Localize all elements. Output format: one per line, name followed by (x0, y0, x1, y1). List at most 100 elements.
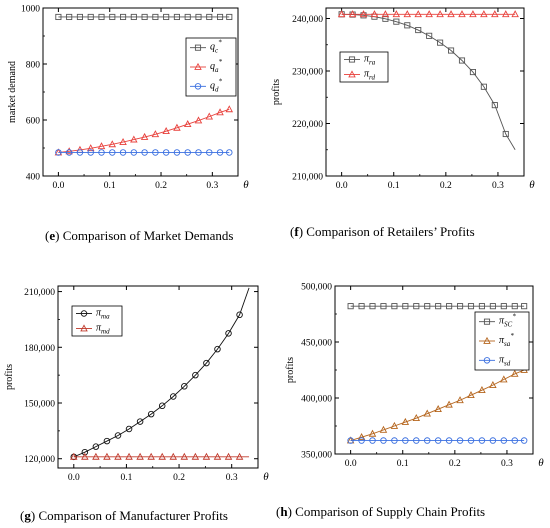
legend-label-e-c: qc* (210, 39, 222, 55)
y-tick-label-g: 210,000 (24, 288, 55, 298)
data-point-h-sa (412, 414, 421, 422)
y-axis-label-g: profits (4, 364, 15, 390)
series-h-SC (347, 303, 528, 310)
data-point-g-md (103, 452, 111, 460)
data-point-h-sa (434, 405, 442, 413)
data-point-h-SC (489, 303, 496, 310)
data-point-h-sd (413, 437, 420, 444)
data-point-h-sd (489, 437, 497, 444)
data-point-h-sa (390, 421, 399, 429)
x-tick-label-f: 0.2 (440, 181, 452, 191)
caption-h: (h) Comparison of Supply Chain Profits (276, 504, 486, 519)
y-axis-label-h: profits (285, 357, 296, 383)
series-h-sa (346, 365, 528, 444)
data-point-e-a (162, 127, 170, 135)
caption-e-text: Comparison of Market Demands (59, 228, 234, 243)
legend-marker-h-sa (483, 336, 491, 344)
data-point-e-a (194, 116, 203, 124)
data-point-f-ra (382, 15, 389, 22)
series-line-e-a (58, 108, 230, 153)
legend-marker-e-c (194, 44, 202, 51)
y-tick-label-g: 180,000 (24, 344, 55, 354)
data-point-g-md (92, 452, 100, 460)
data-point-e-c (87, 13, 94, 21)
data-point-h-sd (500, 437, 508, 444)
data-point-e-c (184, 13, 191, 21)
series-line-g-ma (73, 287, 250, 458)
caption-e: (e) Comparison of Market Demands (45, 228, 234, 243)
x-tick-label-f: 0.0 (336, 181, 348, 191)
data-point-f-ra (448, 47, 455, 54)
data-point-e-d (226, 149, 233, 156)
data-point-h-SC (369, 303, 376, 310)
data-point-g-ma (181, 383, 188, 390)
data-point-e-d (119, 149, 127, 156)
data-point-h-sa (401, 417, 410, 425)
data-point-g-md (70, 452, 78, 460)
data-point-g-ma (114, 432, 122, 439)
data-point-f-rd (511, 10, 519, 18)
legend-marker-f-ra (348, 56, 356, 63)
data-point-e-a (173, 123, 181, 131)
data-point-e-a (183, 120, 192, 128)
series-f-ra (338, 11, 516, 150)
data-point-h-sa (467, 391, 475, 399)
data-point-e-a (140, 132, 149, 140)
data-point-f-ra (469, 68, 476, 76)
data-point-h-sd (380, 437, 387, 444)
data-point-e-a (86, 144, 95, 152)
data-point-g-md (169, 452, 178, 460)
data-point-e-c (98, 13, 105, 21)
data-point-h-SC (413, 303, 420, 310)
legend-marker-h-SC (483, 318, 491, 325)
data-point-g-md (180, 452, 189, 460)
data-point-f-rd (480, 10, 488, 18)
data-point-h-sa (511, 369, 519, 377)
legend-label-f-ra: πra (364, 54, 376, 67)
data-point-g-ma (92, 443, 100, 450)
data-point-f-rd (414, 10, 422, 18)
legend-label-h-SC: πSC* (499, 313, 516, 329)
data-point-e-a (97, 142, 106, 150)
data-point-f-ra (437, 39, 444, 46)
y-tick-label-f: 230,000 (292, 68, 323, 78)
legend-label-h-sa: πsa* (499, 332, 514, 348)
data-point-e-d (152, 149, 159, 156)
series-line-f-ra (341, 13, 516, 150)
series-e-a (54, 105, 234, 156)
chart-f: 0.0 0.1 0.2 0.3 θ 210,000 220,000 230,000 240,00… (271, 7, 535, 191)
data-point-g-md (125, 452, 133, 460)
x-tick-label-g: 0.1 (120, 473, 132, 483)
series-f-rd (337, 10, 519, 18)
data-point-e-d (55, 149, 62, 156)
data-point-h-SC (478, 303, 485, 310)
data-point-g-md (224, 452, 233, 460)
data-point-g-md (235, 452, 244, 460)
legend-marker-f-rd (348, 70, 356, 78)
y-tick-label-f: 210,000 (292, 173, 323, 183)
data-point-g-md (158, 452, 166, 460)
data-point-h-sd (369, 437, 376, 444)
legend-marker-e-a (194, 62, 202, 70)
y-tick-label-e: 400 (26, 173, 41, 183)
x-axis-label-f: θ (529, 179, 535, 191)
data-point-e-d (76, 149, 84, 156)
data-point-e-d (173, 149, 181, 156)
data-point-f-rd (392, 10, 401, 18)
data-point-h-sa (423, 409, 431, 417)
data-point-h-sd (358, 437, 365, 444)
data-point-g-ma (192, 371, 199, 379)
x-tick-label-h: 0.3 (501, 459, 513, 469)
data-point-e-d (206, 149, 213, 156)
data-point-e-a (225, 105, 234, 113)
data-point-f-ra (415, 27, 422, 34)
legend-marker-h-sd (483, 357, 491, 364)
data-point-e-d (162, 149, 170, 156)
data-point-e-a (108, 140, 117, 148)
data-point-f-ra (393, 18, 400, 25)
data-point-h-sa (478, 386, 486, 394)
data-point-g-md (136, 452, 144, 460)
x-tick-label-f: 0.3 (492, 181, 504, 191)
data-point-f-ra (502, 130, 509, 138)
